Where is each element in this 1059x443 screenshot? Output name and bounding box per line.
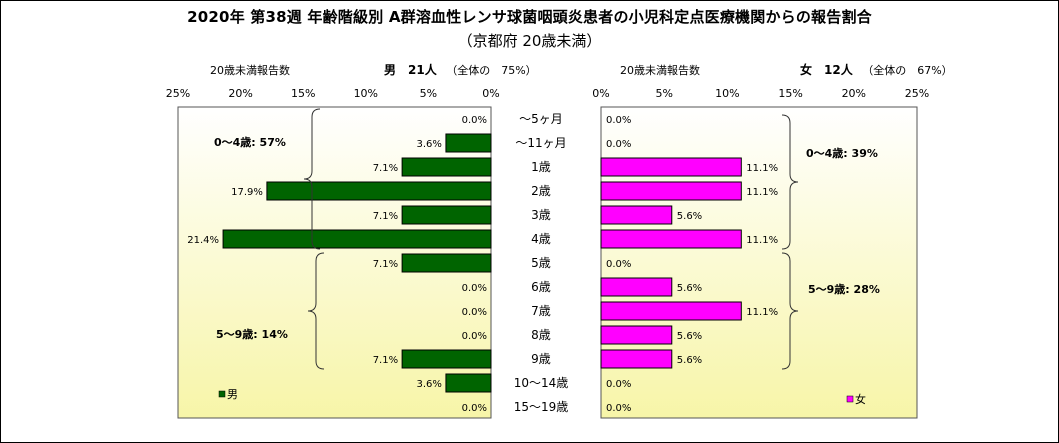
male-bar — [222, 229, 492, 249]
female-data-label: 11.1% — [746, 163, 778, 174]
female-data-label: 11.1% — [746, 307, 778, 318]
male-bar — [401, 349, 492, 369]
male-data-label: 7.1% — [373, 259, 398, 270]
male-x-tick-label: 25% — [166, 87, 190, 100]
female-bar — [600, 301, 742, 321]
male-bar — [401, 157, 492, 177]
male-data-label: 0.0% — [462, 307, 487, 318]
age-category-label: 10～14歳 — [514, 376, 569, 390]
male-data-label: 0.0% — [462, 115, 487, 126]
male-bar — [401, 205, 492, 225]
female-legend-label: 女 — [855, 392, 866, 406]
female-legend-swatch — [846, 395, 854, 403]
female-annotation-0-4: 0～4歳: 39% — [806, 146, 878, 160]
female-data-label: 0.0% — [606, 379, 631, 390]
age-category-label: 5歳 — [531, 256, 551, 270]
female-x-tick-label: 0% — [592, 87, 609, 100]
male-data-label: 7.1% — [373, 211, 398, 222]
chart-title: 2020年 第38週 年齢階級別 A群溶血性レンサ球菌咽頭炎患者の小児科定点医療… — [187, 8, 872, 26]
female-data-label: 5.6% — [677, 355, 702, 366]
age-category-label: 3歳 — [531, 208, 551, 222]
male-data-label: 17.9% — [231, 187, 263, 198]
male-data-label: 21.4% — [187, 235, 219, 246]
female-data-label: 5.6% — [677, 283, 702, 294]
male-bar — [445, 133, 492, 153]
male-bar — [445, 373, 492, 393]
female-x-tick-label: 5% — [655, 87, 672, 100]
female-brace-0-4 — [781, 114, 799, 250]
female-data-label: 5.6% — [677, 211, 702, 222]
female-data-label: 11.1% — [746, 187, 778, 198]
female-header-summary: 女 12人 （全体の 67%） — [800, 61, 953, 78]
male-legend-swatch — [218, 390, 226, 398]
age-category-label: 1歳 — [531, 160, 551, 174]
age-category-label: ～5ヶ月 — [519, 112, 563, 126]
male-data-label: 0.0% — [462, 403, 487, 414]
female-brace-5-9 — [781, 252, 799, 370]
female-data-label: 0.0% — [606, 115, 631, 126]
age-category-label: 6歳 — [531, 280, 551, 294]
male-header-summary: 男 21人 （全体の 75%） — [384, 61, 537, 78]
female-x-tick-label: 15% — [778, 87, 802, 100]
male-data-label: 7.1% — [373, 355, 398, 366]
female-data-label: 11.1% — [746, 235, 778, 246]
female-data-label: 0.0% — [606, 403, 631, 414]
age-category-label: 8歳 — [531, 328, 551, 342]
female-bar — [600, 157, 742, 177]
male-x-tick-label: 10% — [354, 87, 378, 100]
age-category-label: 9歳 — [531, 352, 551, 366]
female-annotation-5-9: 5～9歳: 28% — [808, 282, 880, 296]
female-header-caption: 20歳未満報告数 — [620, 64, 700, 77]
male-x-tick-label: 20% — [228, 87, 252, 100]
male-annotation-5-9: 5～9歳: 14% — [216, 327, 288, 341]
age-category-label: 15～19歳 — [514, 400, 569, 414]
female-bar — [600, 277, 673, 297]
male-data-label: 0.0% — [462, 283, 487, 294]
male-data-label: 7.1% — [373, 163, 398, 174]
age-category-label: 2歳 — [531, 184, 551, 198]
female-share: （全体の 67%） — [862, 64, 953, 77]
male-x-tick-label: 15% — [291, 87, 315, 100]
female-data-label: 0.0% — [606, 139, 631, 150]
age-category-label: 7歳 — [531, 304, 551, 318]
male-bar — [401, 253, 492, 273]
male-annotation-0-4: 0～4歳: 57% — [214, 135, 286, 149]
female-data-label: 5.6% — [677, 331, 702, 342]
male-x-tick-label: 5% — [420, 87, 437, 100]
female-bar — [600, 229, 742, 249]
female-count: 女 12人 — [800, 63, 853, 77]
female-bar — [600, 349, 673, 369]
female-data-label: 0.0% — [606, 259, 631, 270]
female-bar — [600, 205, 673, 225]
male-data-label: 0.0% — [462, 331, 487, 342]
male-data-label: 3.6% — [417, 139, 442, 150]
male-data-label: 3.6% — [417, 379, 442, 390]
male-x-tick-label: 0% — [482, 87, 499, 100]
age-category-label: 4歳 — [531, 232, 551, 246]
female-x-tick-label: 20% — [842, 87, 866, 100]
age-category-label: ～11ヶ月 — [515, 136, 566, 150]
female-x-tick-label: 25% — [905, 87, 929, 100]
female-bar — [600, 181, 742, 201]
female-bar — [600, 325, 673, 345]
male-brace-5-9 — [307, 252, 325, 370]
male-count: 男 21人 — [384, 63, 437, 77]
male-brace-0-4 — [303, 108, 321, 250]
chart-subtitle: （京都府 20歳未満） — [457, 32, 602, 50]
male-header-caption: 20歳未満報告数 — [210, 64, 290, 77]
male-legend-label: 男 — [227, 388, 238, 401]
male-bar — [266, 181, 492, 201]
female-x-tick-label: 10% — [715, 87, 739, 100]
male-share: （全体の 75%） — [446, 64, 537, 77]
